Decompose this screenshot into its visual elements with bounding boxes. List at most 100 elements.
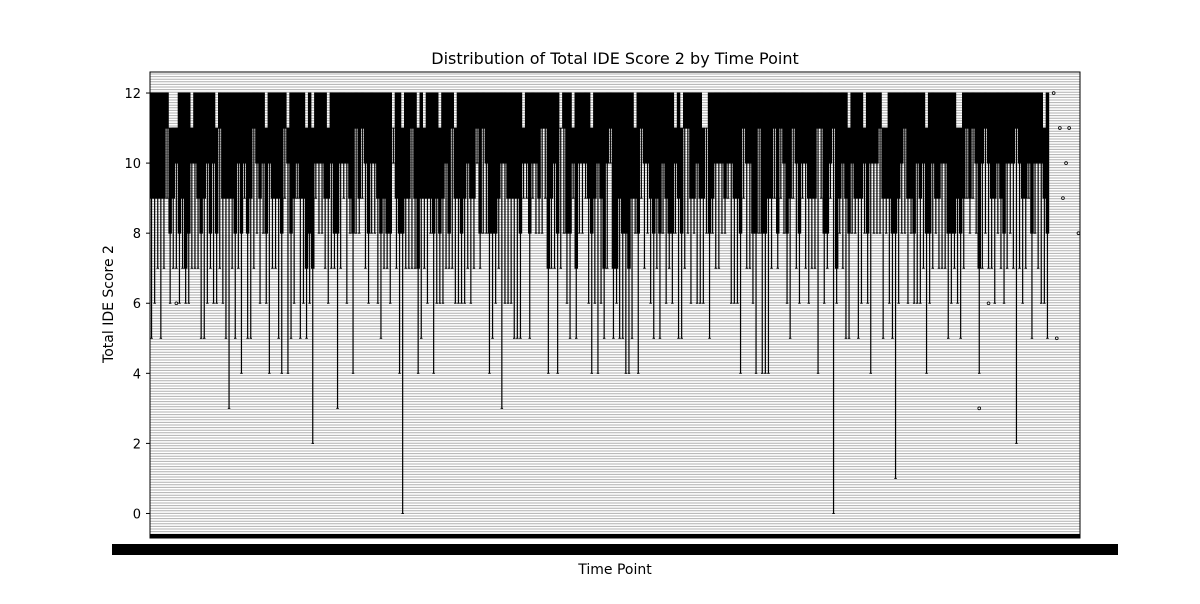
box-plot [971, 92, 975, 199]
box-plot [890, 92, 895, 339]
box-plot [931, 92, 935, 269]
box-plot [571, 127, 575, 199]
box-plot [788, 92, 792, 339]
box-body [788, 92, 792, 199]
box-body [807, 92, 811, 199]
box-plot [878, 92, 882, 234]
box-plot [586, 92, 591, 304]
box-plot [608, 92, 613, 164]
box-body [404, 92, 408, 199]
chart-title: Distribution of Total IDE Score 2 by Tim… [431, 49, 798, 68]
box-plot [695, 92, 699, 304]
outlier-point [1067, 126, 1071, 130]
box-plot [683, 92, 687, 269]
box-plot [779, 92, 783, 199]
box-body [382, 92, 386, 199]
box-body [915, 92, 919, 164]
box-plot [670, 92, 675, 304]
box-body [617, 92, 622, 199]
outlier-point [977, 406, 982, 411]
box-plot [171, 127, 175, 269]
box-body [927, 92, 932, 234]
box-body [872, 92, 876, 164]
box-body [338, 92, 343, 164]
box-plot [896, 92, 901, 304]
box-plot [841, 92, 845, 269]
box-plot [500, 92, 504, 409]
box-body [435, 92, 439, 199]
box-body [968, 92, 972, 199]
box-plot [583, 92, 588, 199]
box-plot [847, 127, 851, 339]
box-plot [648, 92, 653, 304]
outlier-point [1061, 196, 1065, 200]
box-plot [794, 92, 799, 269]
box-plot [692, 92, 696, 234]
box-body [193, 92, 197, 164]
box-plot [152, 92, 157, 304]
box-body [859, 92, 864, 199]
y-tick-label: 4 [133, 367, 141, 382]
box-plot [487, 92, 492, 374]
box-plot [602, 92, 606, 339]
box-plot [816, 92, 820, 374]
box-plot [404, 92, 408, 269]
box-plot [388, 92, 392, 304]
box-body [878, 92, 882, 129]
box-plot [918, 92, 923, 304]
box-body [174, 127, 179, 164]
box-plot [320, 92, 324, 234]
box-body [828, 92, 833, 164]
box-plot [726, 92, 730, 199]
box-plot [856, 92, 861, 339]
box-body [692, 92, 696, 199]
box-body [754, 92, 758, 234]
box-plot [1039, 92, 1043, 304]
box-plot [242, 92, 247, 199]
box-body [252, 92, 256, 129]
box-body [738, 92, 743, 234]
box-body [937, 92, 941, 199]
box-plot [385, 92, 389, 269]
box-body [348, 92, 352, 199]
box-body [187, 92, 191, 234]
box-body [419, 92, 423, 199]
y-tick-label: 8 [133, 227, 141, 242]
box-plot [763, 92, 768, 374]
box-plot [875, 92, 879, 234]
box-plot [373, 92, 377, 234]
box-body [676, 92, 681, 199]
box-plot [751, 92, 755, 304]
box-body [273, 92, 278, 199]
box-plot [397, 92, 402, 374]
box-plot [934, 92, 938, 234]
box-plot [156, 92, 160, 269]
box-plot [903, 92, 907, 234]
box-body [831, 92, 836, 129]
box-body [183, 92, 188, 269]
box-plot [280, 92, 284, 374]
box-plot [255, 92, 259, 234]
outlier-point [174, 301, 179, 306]
box-body [977, 92, 981, 269]
box-plot [893, 92, 898, 479]
box-plot [1030, 92, 1034, 339]
box-plot [224, 92, 228, 339]
box-body [710, 92, 715, 199]
box-plot [239, 92, 244, 374]
box-plot [800, 92, 805, 199]
box-body [342, 92, 346, 164]
box-plot [295, 92, 299, 199]
box-body [354, 92, 358, 129]
box-plot [345, 92, 349, 304]
axes: 0 2 4 6 8 10 12 [112, 71, 1118, 555]
box-body [921, 92, 926, 164]
box-plot [419, 92, 423, 339]
box-body [717, 92, 721, 164]
box-body [624, 92, 628, 234]
box-body [515, 92, 520, 199]
box-plot [245, 92, 250, 339]
box-body [357, 92, 361, 199]
box-body [763, 92, 768, 234]
